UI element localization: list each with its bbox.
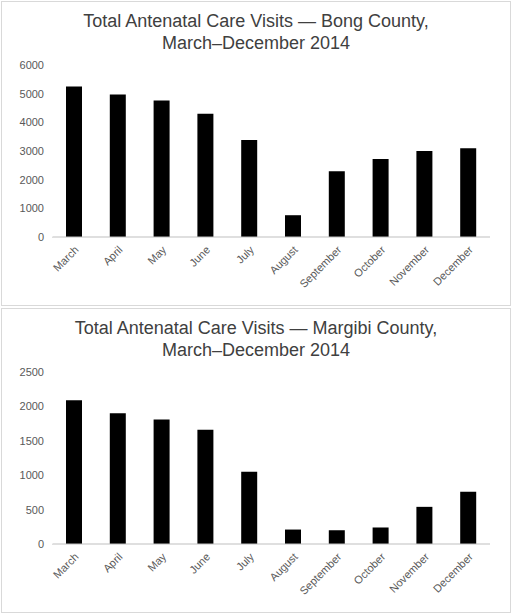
svg-text:June: June (187, 550, 212, 575)
svg-text:September: September (297, 243, 344, 290)
svg-text:June: June (187, 243, 212, 268)
svg-text:November: November (387, 550, 432, 595)
svg-text:5000: 5000 (20, 88, 44, 100)
svg-text:2000: 2000 (20, 174, 44, 186)
svg-text:500: 500 (26, 504, 44, 516)
svg-text:2000: 2000 (20, 400, 44, 412)
html-text:Total Antenatal Care Visits —: Total Antenatal Care Visits — Margibi Co… (74, 318, 438, 360)
svg-text:May: May (145, 550, 169, 574)
svg-text:April: April (101, 243, 125, 267)
svg-text:May: May (145, 243, 169, 267)
svg-text:August: August (267, 550, 300, 583)
svg-text:April: April (101, 550, 125, 574)
svg-text:0: 0 (38, 231, 44, 243)
svg-text:October: October (351, 550, 387, 586)
svg-text:2500: 2500 (20, 367, 44, 378)
html-text:Total Antenatal Care Visits —: Total Antenatal Care Visits — Bong Count… (83, 11, 429, 53)
svg-text:July: July (234, 550, 257, 573)
svg-text:December: December (431, 243, 476, 288)
svg-text:October: October (351, 243, 387, 279)
svg-text:November: November (387, 243, 432, 288)
svg-text:1000: 1000 (20, 469, 44, 481)
svg-text:1000: 1000 (20, 202, 44, 214)
svg-text:September: September (297, 550, 344, 597)
svg-text:March: March (51, 550, 81, 580)
svg-text:6000: 6000 (20, 60, 44, 71)
svg-text:1500: 1500 (20, 435, 44, 447)
svg-text:December: December (431, 550, 476, 595)
svg-text:4000: 4000 (20, 116, 44, 128)
svg-text:3000: 3000 (20, 145, 44, 157)
svg-text:0: 0 (38, 538, 44, 550)
svg-text:March: March (51, 243, 81, 273)
svg-text:July: July (234, 243, 257, 266)
svg-text:August: August (267, 243, 300, 276)
